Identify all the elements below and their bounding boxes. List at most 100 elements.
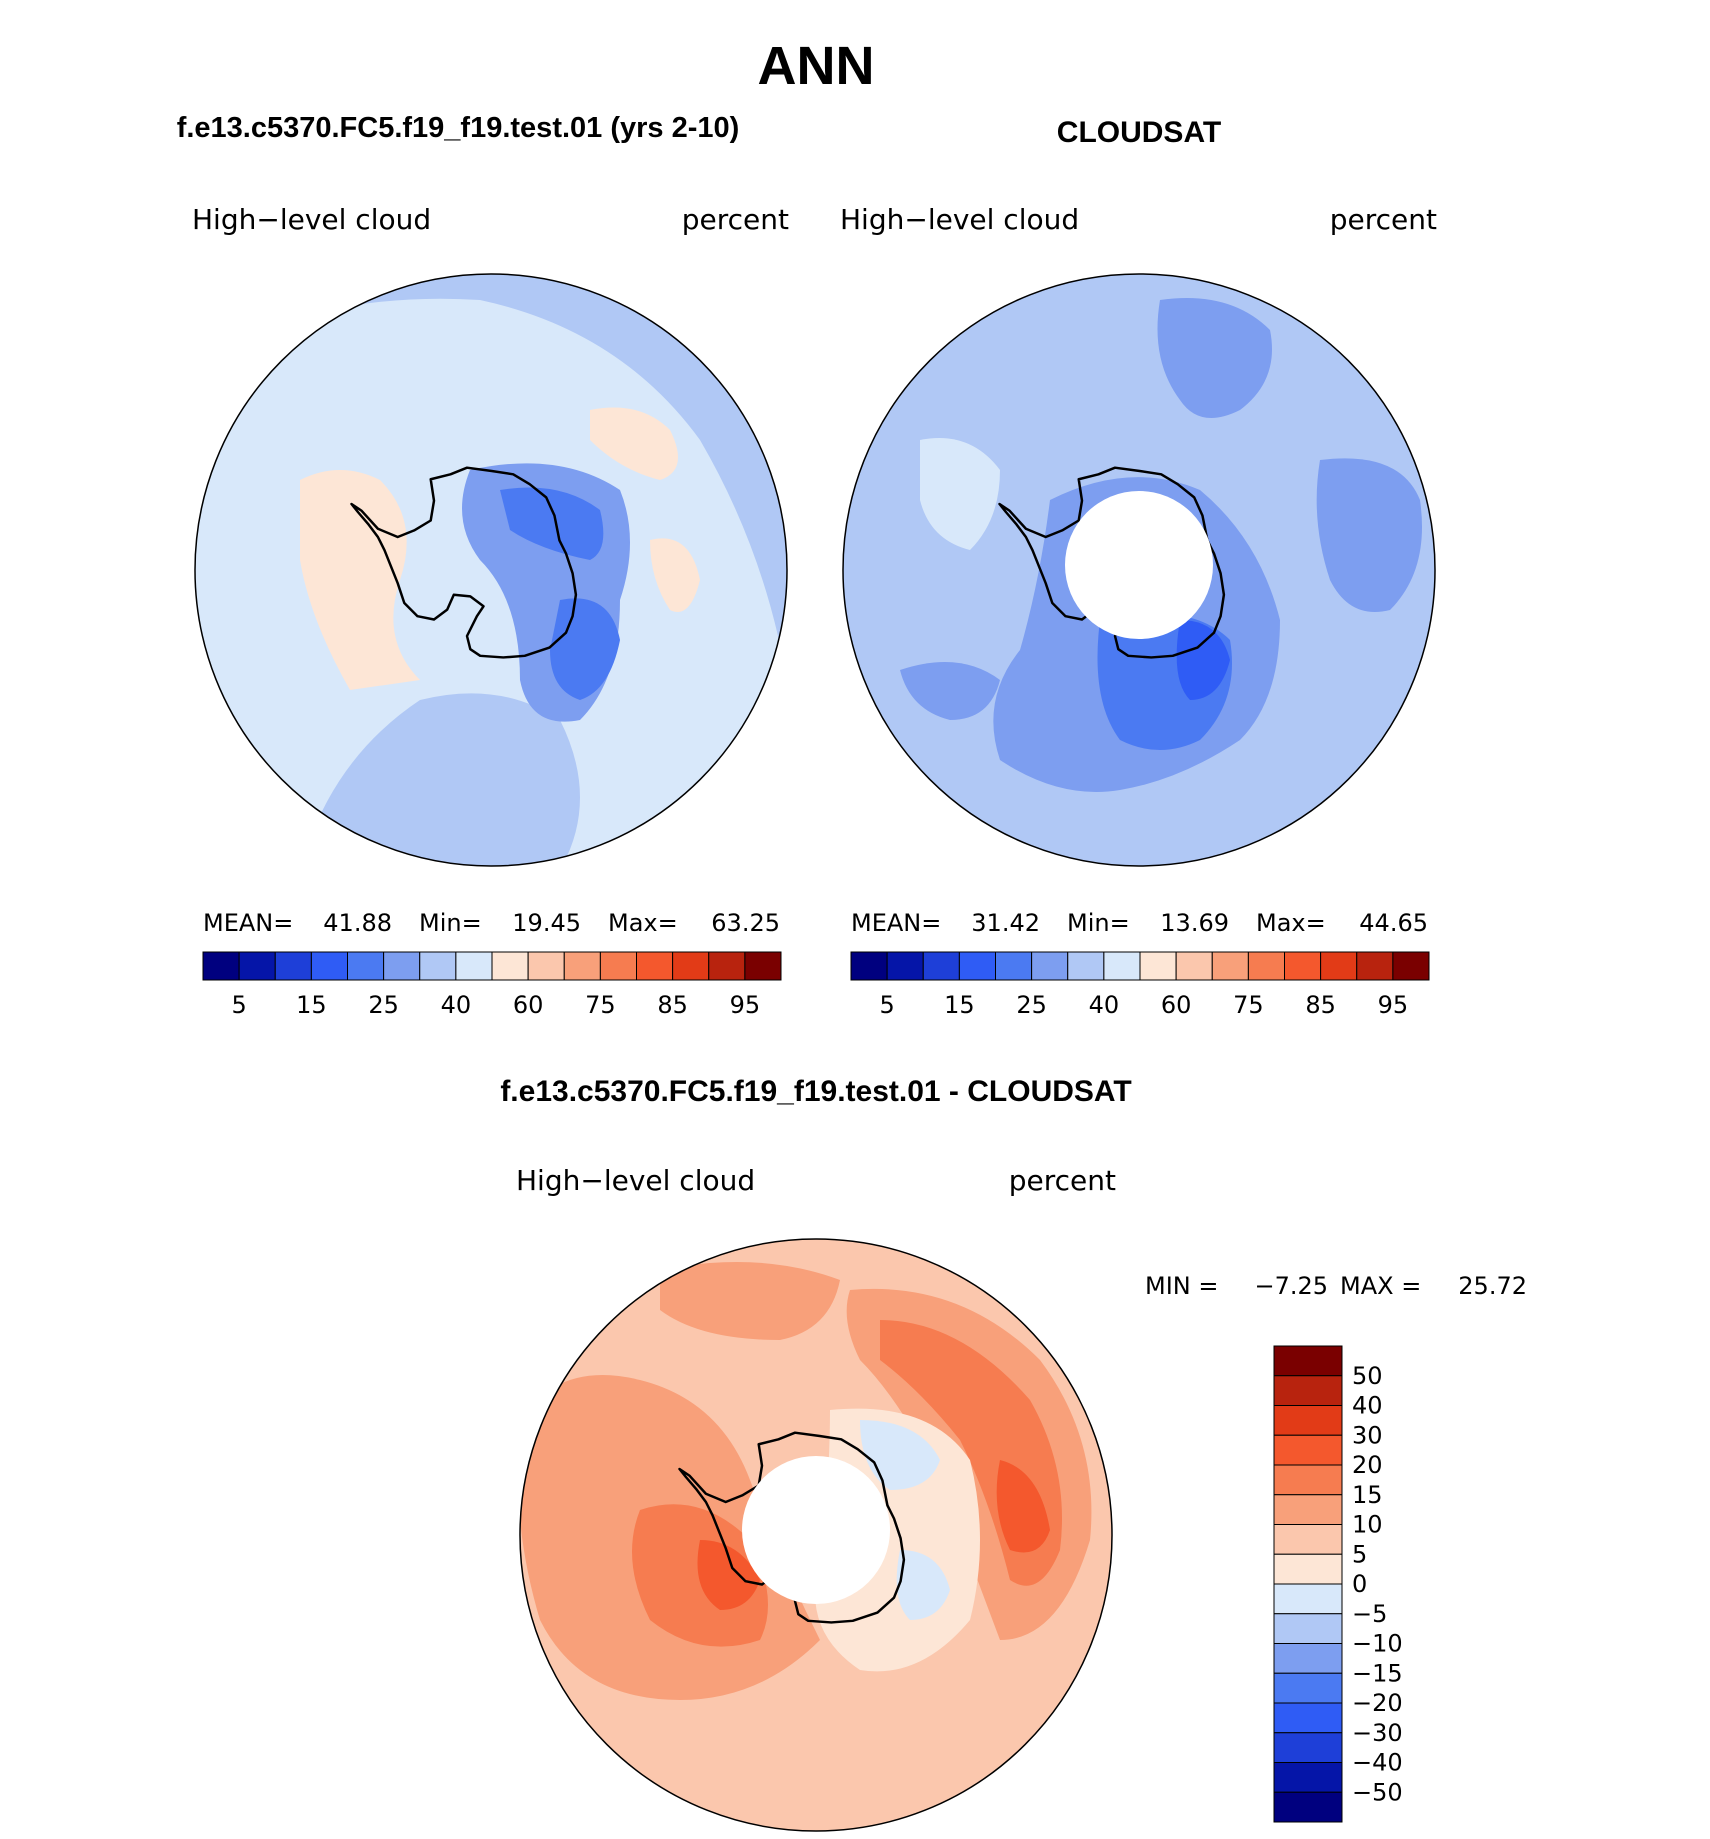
colorbar-swatch (347, 951, 385, 981)
colorbar-swatch (274, 951, 312, 981)
panel-a-map-border (194, 273, 788, 867)
panel-difference: f.e13.c5370.FC5.f19_f19.test.01 - CLOUDS… (500, 1075, 1527, 1832)
panel-b-min-value: 13.69 (1160, 909, 1229, 937)
panel-b-stats: MEAN= 31.42 Min= 13.69 Max= 44.65 (851, 909, 1428, 937)
colorbar-tick-label: 5 (1352, 1540, 1367, 1568)
colorbar-swatch (310, 951, 348, 981)
colorbar-tick-label: −40 (1352, 1749, 1403, 1777)
colorbar-swatch (491, 951, 529, 981)
panel-a-colorbar: 5 15 25 40 60 75 85 95 (202, 951, 782, 1019)
colorbar-swatch (1273, 1583, 1343, 1615)
panel-c-max-value: 25.72 (1458, 1272, 1527, 1300)
colorbar-swatch (238, 951, 276, 981)
colorbar-swatch (1273, 1613, 1343, 1644)
colorbar-swatch (1273, 1791, 1343, 1823)
panel-c-map (520, 1239, 1112, 1831)
colorbar-swatch (202, 951, 240, 981)
panel-a-units-label: percent (682, 203, 789, 236)
colorbar-tick-label: 95 (730, 991, 761, 1019)
colorbar-swatch (1175, 951, 1213, 981)
colorbar-swatch (1273, 1672, 1343, 1704)
colorbar-swatch (672, 951, 710, 981)
colorbar-swatch (1273, 1434, 1343, 1466)
panel-b-mean-label: MEAN= (851, 909, 941, 937)
colorbar-swatch (1273, 1524, 1343, 1555)
colorbar-swatch (1273, 1375, 1343, 1406)
panel-b-case-title: CLOUDSAT (1057, 116, 1221, 149)
panel-b-variable-label: High−level cloud (840, 203, 1079, 236)
colorbar-tick-label: 60 (1161, 991, 1192, 1019)
colorbar-tick-label: 40 (1089, 991, 1120, 1019)
panel-a-variable-label: High−level cloud (192, 203, 431, 236)
colorbar-tick-label: −30 (1352, 1719, 1403, 1747)
colorbar-swatch (850, 951, 888, 981)
colorbar-swatch (1273, 1762, 1343, 1793)
colorbar-tick-label: −5 (1352, 1600, 1387, 1628)
colorbar-swatch (1139, 951, 1177, 981)
colorbar-swatch (1320, 951, 1358, 981)
panel-b-map-border (842, 273, 1436, 867)
colorbar-swatch (1247, 951, 1285, 981)
panel-a-min-label: Min= (419, 909, 482, 937)
colorbar-tick-label: 15 (296, 991, 327, 1019)
panel-c-case-title: f.e13.c5370.FC5.f19_f19.test.01 - CLOUDS… (500, 1075, 1131, 1108)
colorbar-tick-label: 50 (1352, 1362, 1383, 1390)
colorbar-swatch (1211, 951, 1249, 981)
panel-b-max-value: 44.65 (1359, 909, 1428, 937)
colorbar-tick-label: 0 (1352, 1570, 1367, 1598)
panel-b-min-label: Min= (1067, 909, 1130, 937)
colorbar-swatch (1356, 951, 1394, 981)
panel-c-min-value: −7.25 (1254, 1272, 1328, 1300)
panel-a-map (195, 274, 787, 866)
colorbar-swatch (1392, 951, 1430, 981)
panel-b-colorbar: 5 15 25 40 60 75 85 95 (850, 951, 1430, 1019)
colorbar-swatch (958, 951, 996, 981)
colorbar-swatch (1273, 1732, 1343, 1763)
colorbar-tick-label: 75 (1233, 991, 1264, 1019)
colorbar-tick-label: −10 (1352, 1630, 1403, 1658)
colorbar-tick-label: 5 (879, 991, 894, 1019)
colorbar-tick-label: 30 (1352, 1421, 1383, 1449)
colorbar-tick-label: 15 (944, 991, 975, 1019)
colorbar-tick-label: 15 (1352, 1481, 1383, 1509)
colorbar-swatch (636, 951, 674, 981)
panel-b-units-label: percent (1330, 203, 1437, 236)
colorbar-swatch (995, 951, 1033, 981)
colorbar-tick-label: 40 (1352, 1392, 1383, 1420)
panel-b-max-label: Max= (1256, 909, 1326, 937)
colorbar-tick-label: 25 (368, 991, 399, 1019)
colorbar-swatch (1273, 1702, 1343, 1734)
colorbar-tick-label: −50 (1352, 1778, 1403, 1806)
colorbar-tick-label: 25 (1016, 991, 1047, 1019)
colorbar-swatch (922, 951, 960, 981)
colorbar-swatch (886, 951, 924, 981)
colorbar-tick-label: 40 (441, 991, 472, 1019)
panel-a-case-title: f.e13.c5370.FC5.f19_f19.test.01 (yrs 2-1… (177, 112, 740, 144)
colorbar-swatch (1067, 951, 1105, 981)
panel-a-max-value: 63.25 (711, 909, 780, 937)
colorbar-tick-label: 20 (1352, 1451, 1383, 1479)
colorbar-tick-label: 95 (1378, 991, 1409, 1019)
colorbar-swatch (1273, 1553, 1343, 1585)
panel-model: f.e13.c5370.FC5.f19_f19.test.01 (yrs 2-1… (177, 112, 789, 1019)
colorbar-tick-label: 10 (1352, 1511, 1383, 1539)
colorbar-swatch (1273, 1345, 1343, 1377)
colorbar-tick-label: 60 (513, 991, 544, 1019)
panel-c-max-label: MAX = (1340, 1272, 1421, 1300)
colorbar-swatch (1031, 951, 1069, 981)
panel-a-max-label: Max= (608, 909, 678, 937)
colorbar-swatch (1273, 1405, 1343, 1436)
colorbar-tick-label: −20 (1352, 1689, 1403, 1717)
panel-cloudsat: CLOUDSAT High−level cloud percent MEAN= … (840, 116, 1437, 1019)
colorbar-swatch (383, 951, 421, 981)
panel-a-mean-value: 41.88 (323, 909, 392, 937)
colorbar-swatch (563, 951, 601, 981)
panel-a-mean-label: MEAN= (203, 909, 293, 937)
panel-c-map-border (519, 1238, 1113, 1832)
panel-a-stats: MEAN= 41.88 Min= 19.45 Max= 63.25 (203, 909, 780, 937)
colorbar-swatch (455, 951, 493, 981)
colorbar-tick-label: 85 (657, 991, 688, 1019)
colorbar-swatch (1284, 951, 1322, 981)
